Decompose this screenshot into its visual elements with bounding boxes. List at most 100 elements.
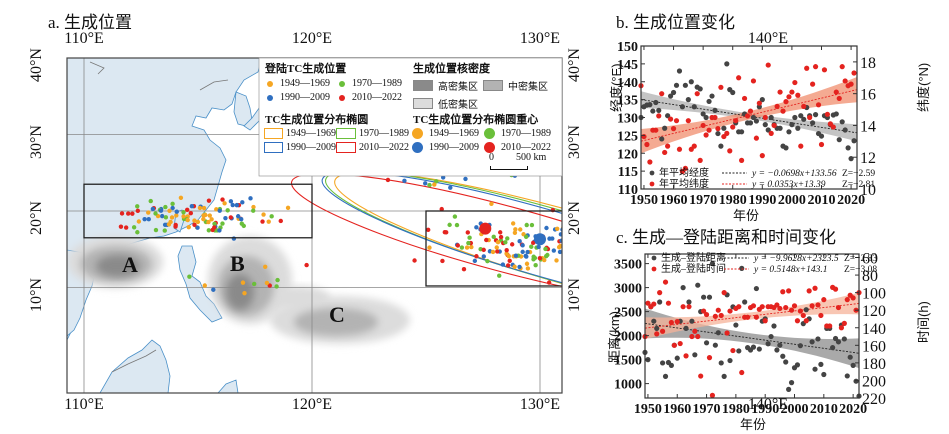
map-left-tick: 40°N xyxy=(28,48,45,82)
legend-background xyxy=(258,57,563,177)
genesis-point xyxy=(210,227,215,233)
point-left-axis xyxy=(653,99,659,106)
genesis-point xyxy=(260,219,265,224)
genesis-point xyxy=(146,217,151,222)
point-right-axis xyxy=(780,108,786,114)
point-right-axis xyxy=(794,318,801,324)
point-right-axis xyxy=(783,99,789,105)
map-regions: A B C xyxy=(83,183,562,327)
density-mid xyxy=(294,308,378,336)
point-left-axis xyxy=(662,125,668,131)
trend-line-1 xyxy=(644,303,860,329)
chart-c-ylabel: 距离(km) xyxy=(607,311,622,363)
genesis-point xyxy=(524,254,529,259)
point-right-axis xyxy=(712,313,718,319)
genesis-point xyxy=(162,222,168,227)
genesis-point xyxy=(474,225,479,230)
genesis-point xyxy=(186,224,191,230)
genesis-point xyxy=(554,258,559,263)
legend-item: 1949—1969 xyxy=(264,128,336,139)
point-right-axis xyxy=(795,92,801,98)
legend-landing-title: 登陆TC生成位置 xyxy=(265,63,347,75)
genesis-point xyxy=(209,217,214,222)
legend-centroid-title: TC生成位置分布椭圆重心 xyxy=(413,114,539,126)
point-right-axis xyxy=(777,305,783,312)
genesis-point xyxy=(440,175,446,180)
genesis-point xyxy=(269,214,274,219)
legend-item-label: 2010—2022 xyxy=(352,92,402,103)
point-left-axis xyxy=(780,353,786,359)
point-left-axis xyxy=(682,82,688,88)
x-tick-label: 1970 xyxy=(693,402,721,417)
point-right-axis xyxy=(736,304,742,310)
genesis-point xyxy=(498,230,503,235)
map-right-tick: 10°N xyxy=(566,277,583,312)
point-right-axis xyxy=(747,108,754,114)
genesis-point xyxy=(546,280,552,285)
genesis-point xyxy=(185,207,190,213)
point-left-axis xyxy=(733,322,739,328)
genesis-point xyxy=(189,203,195,209)
point-left-axis xyxy=(750,114,757,121)
point-right-axis xyxy=(841,320,847,326)
genesis-point xyxy=(264,280,270,286)
genesis-point xyxy=(385,177,391,183)
legend-ellipse-icon xyxy=(336,142,356,153)
map-left-tick: 10°N xyxy=(28,277,45,312)
point-right-axis xyxy=(818,141,825,148)
point-left-axis xyxy=(659,360,666,366)
point-left-axis xyxy=(847,354,853,360)
point-right-axis xyxy=(697,157,703,163)
genesis-point xyxy=(170,201,175,207)
point-right-axis xyxy=(645,300,651,306)
point-right-axis xyxy=(694,91,700,97)
genesis-point xyxy=(455,243,460,248)
y-tick-label: 140 xyxy=(617,76,638,91)
genesis-point xyxy=(448,185,453,190)
point-left-axis xyxy=(798,113,804,119)
point-right-axis xyxy=(821,67,828,73)
point-left-axis xyxy=(812,366,818,372)
genesis-point xyxy=(500,262,506,267)
point-right-axis xyxy=(691,143,697,149)
genesis-point xyxy=(504,248,509,253)
legend-item: 高密集区 xyxy=(413,78,483,93)
y2-tick-label: 100 xyxy=(862,286,886,303)
point-left-axis xyxy=(851,138,857,144)
genesis-point xyxy=(531,257,536,262)
y-tick-label: 125 xyxy=(617,129,638,144)
genesis-point xyxy=(543,253,549,259)
point-right-axis xyxy=(836,95,842,102)
y2-tick-label: 220 xyxy=(862,391,886,408)
point-left-axis xyxy=(821,371,827,378)
genesis-point xyxy=(266,219,271,224)
point-left-axis xyxy=(670,89,677,96)
map-top-tick: 120°E xyxy=(291,30,333,47)
genesis-point xyxy=(206,219,211,225)
point-right-axis xyxy=(800,312,806,319)
point-right-axis xyxy=(659,328,666,334)
genesis-point xyxy=(153,211,158,216)
legend-dot-icon xyxy=(267,80,273,87)
land-newguinea xyxy=(217,379,239,393)
legend-item-label: 1990—2009 xyxy=(286,142,336,153)
point-left-axis xyxy=(771,323,777,329)
y2-tick-label: 14 xyxy=(860,118,876,135)
genesis-point xyxy=(485,258,490,264)
legend-marker xyxy=(651,266,657,272)
point-left-axis xyxy=(665,113,671,119)
genesis-point xyxy=(466,240,471,246)
genesis-point xyxy=(510,221,516,226)
genesis-point xyxy=(412,258,417,263)
point-left-axis xyxy=(730,89,736,96)
y-tick-label: 150 xyxy=(617,40,638,55)
point-left-axis xyxy=(701,294,707,300)
point-right-axis xyxy=(724,130,730,136)
genesis-point xyxy=(223,215,228,221)
point-right-axis xyxy=(750,78,757,84)
point-left-axis xyxy=(715,130,721,137)
point-left-axis xyxy=(724,61,730,67)
point-right-axis xyxy=(659,91,665,97)
genesis-point xyxy=(498,234,504,240)
point-left-axis xyxy=(712,342,718,348)
